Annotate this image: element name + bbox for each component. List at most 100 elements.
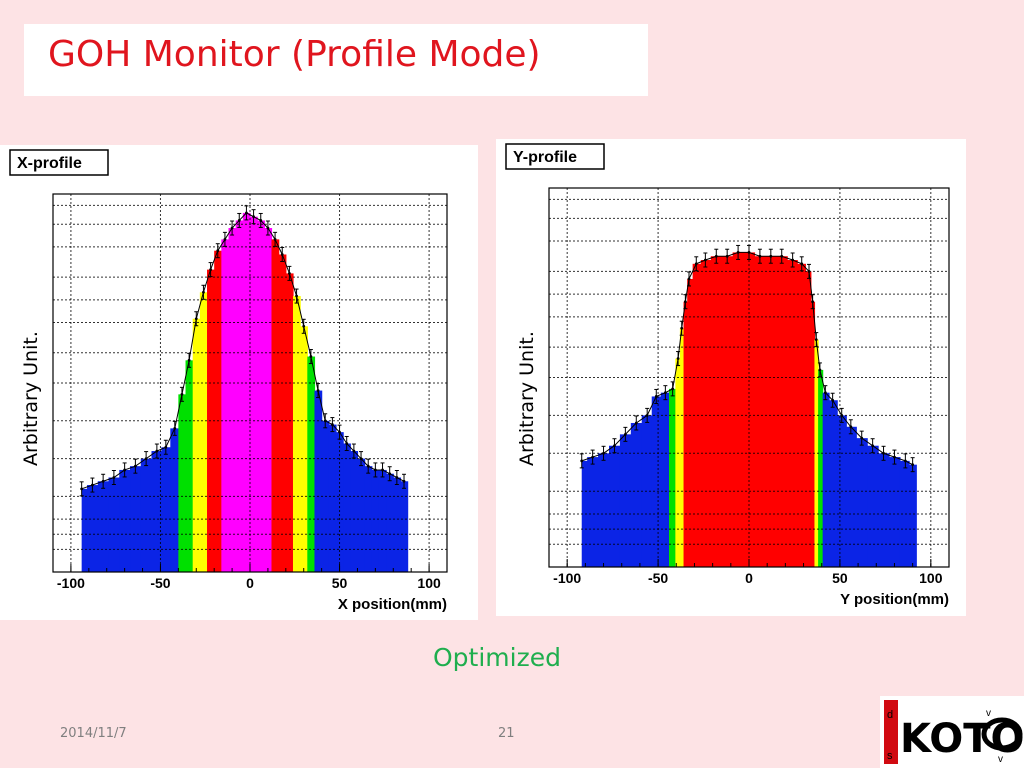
profile-bar — [81, 488, 88, 572]
profile-bar — [675, 358, 681, 567]
profile-bar — [899, 460, 910, 567]
profile-bar — [679, 328, 685, 567]
profile-bar — [889, 457, 901, 567]
profile-bar — [119, 469, 131, 572]
profile-bar — [178, 394, 187, 572]
profile-bar — [364, 466, 373, 572]
svg-text:v: v — [998, 754, 1003, 765]
profile-bar — [242, 212, 251, 572]
profile-bar — [630, 422, 643, 567]
profile-bar — [378, 469, 387, 572]
profile-bar — [314, 390, 323, 572]
profile-bar — [108, 477, 120, 572]
profile-bar — [371, 469, 380, 572]
profile-bar — [170, 428, 179, 572]
profile-bar — [598, 453, 610, 567]
profile-bar — [357, 458, 366, 572]
profile-bar — [140, 458, 153, 572]
profile-bar — [386, 473, 394, 572]
profile-bar — [214, 250, 222, 572]
x-tick-label: 0 — [246, 575, 254, 591]
profile-bar — [867, 445, 879, 567]
profile-bar — [350, 451, 359, 572]
profile-bar — [235, 220, 244, 572]
footer-date: 2014/11/7 — [60, 726, 127, 741]
koto-logo: d s KOTO v v — [880, 696, 1024, 768]
profile-bar — [199, 292, 208, 572]
profile-bar — [641, 415, 653, 567]
legend-title-box — [505, 143, 605, 170]
slide-title: GOH Monitor (Profile Mode) — [48, 34, 541, 75]
profile-line — [81, 212, 405, 490]
profile-bar — [278, 254, 287, 572]
profile-bar — [822, 392, 830, 567]
y-profile-chart: -100 -50 0 50 100 Y-profile Y position(mm) — [505, 143, 950, 608]
y-profile-ylabel: Arbitrary Unit. — [516, 331, 538, 466]
legend-title: X-profile — [17, 155, 82, 172]
profile-bar — [687, 278, 694, 567]
x-tick-label: 50 — [832, 570, 848, 586]
profile-bar — [343, 443, 351, 572]
profile-bar — [609, 445, 621, 567]
profile-bar — [257, 220, 265, 572]
title-box — [24, 24, 648, 96]
legend-title: Y-profile — [513, 149, 577, 166]
profile-bar — [814, 339, 819, 567]
x-tick-label: -100 — [57, 575, 85, 591]
profile-bar — [161, 447, 171, 572]
profile-bar — [271, 239, 280, 573]
profile-bar — [732, 252, 745, 567]
profile-bar — [856, 438, 868, 567]
x-tick-label: -50 — [648, 570, 668, 586]
profile-bar — [660, 392, 670, 567]
x-axis-label: X position(mm) — [338, 596, 447, 613]
profile-bar — [87, 485, 99, 572]
profile-bar — [765, 256, 777, 567]
x-tick-label: -100 — [553, 570, 581, 586]
profile-bar — [130, 466, 142, 572]
profile-bar — [846, 426, 857, 567]
profile-bar — [264, 228, 273, 572]
x-profile-panel: -100 -50 0 50 100 X-profile X position(mm) — [0, 145, 478, 620]
profile-bar — [228, 228, 237, 572]
profile-bar — [909, 464, 917, 567]
profile-bar — [619, 434, 632, 567]
profile-bar — [810, 301, 816, 567]
profile-bar — [700, 260, 712, 567]
profile-bar — [393, 477, 402, 572]
profile-bar — [651, 396, 662, 567]
profile-bar — [669, 388, 676, 567]
profile-bar — [192, 318, 201, 572]
profile-bar — [292, 296, 301, 572]
koto-logo-icon: d s KOTO v v — [880, 696, 1024, 768]
profile-bar — [787, 260, 798, 567]
profile-bar — [400, 481, 409, 572]
x-tick-label: 100 — [919, 570, 943, 586]
profile-bar — [328, 424, 337, 572]
profile-bar — [300, 326, 308, 572]
profile-bar — [683, 301, 688, 567]
profile-bar — [721, 256, 734, 567]
profile-bar — [151, 451, 162, 572]
x-tick-label: -50 — [150, 575, 170, 591]
page-number: 21 — [498, 726, 515, 741]
x-tick-label: 50 — [332, 575, 348, 591]
x-tick-label: 0 — [745, 570, 753, 586]
legend-title-box — [9, 149, 109, 176]
profile-bar — [878, 453, 890, 567]
profile-bar — [805, 271, 812, 567]
y-profile-panel: -100 -50 0 50 100 Y-profile Y position(mm) — [496, 139, 966, 616]
profile-bar — [307, 356, 316, 572]
profile-bar — [250, 216, 258, 572]
logo-text: KOTO — [900, 716, 1024, 762]
x-profile-ylabel: Arbitrary Unit. — [20, 331, 42, 466]
profile-bar — [587, 457, 599, 567]
profile-line — [581, 251, 913, 466]
profile-bar — [710, 256, 723, 567]
profile-bar — [829, 400, 838, 567]
profile-bar — [581, 460, 588, 567]
x-tick-label: 100 — [417, 575, 441, 591]
profile-bar — [185, 360, 194, 572]
svg-text:v: v — [986, 708, 991, 719]
x-axis-label: Y position(mm) — [840, 591, 949, 608]
